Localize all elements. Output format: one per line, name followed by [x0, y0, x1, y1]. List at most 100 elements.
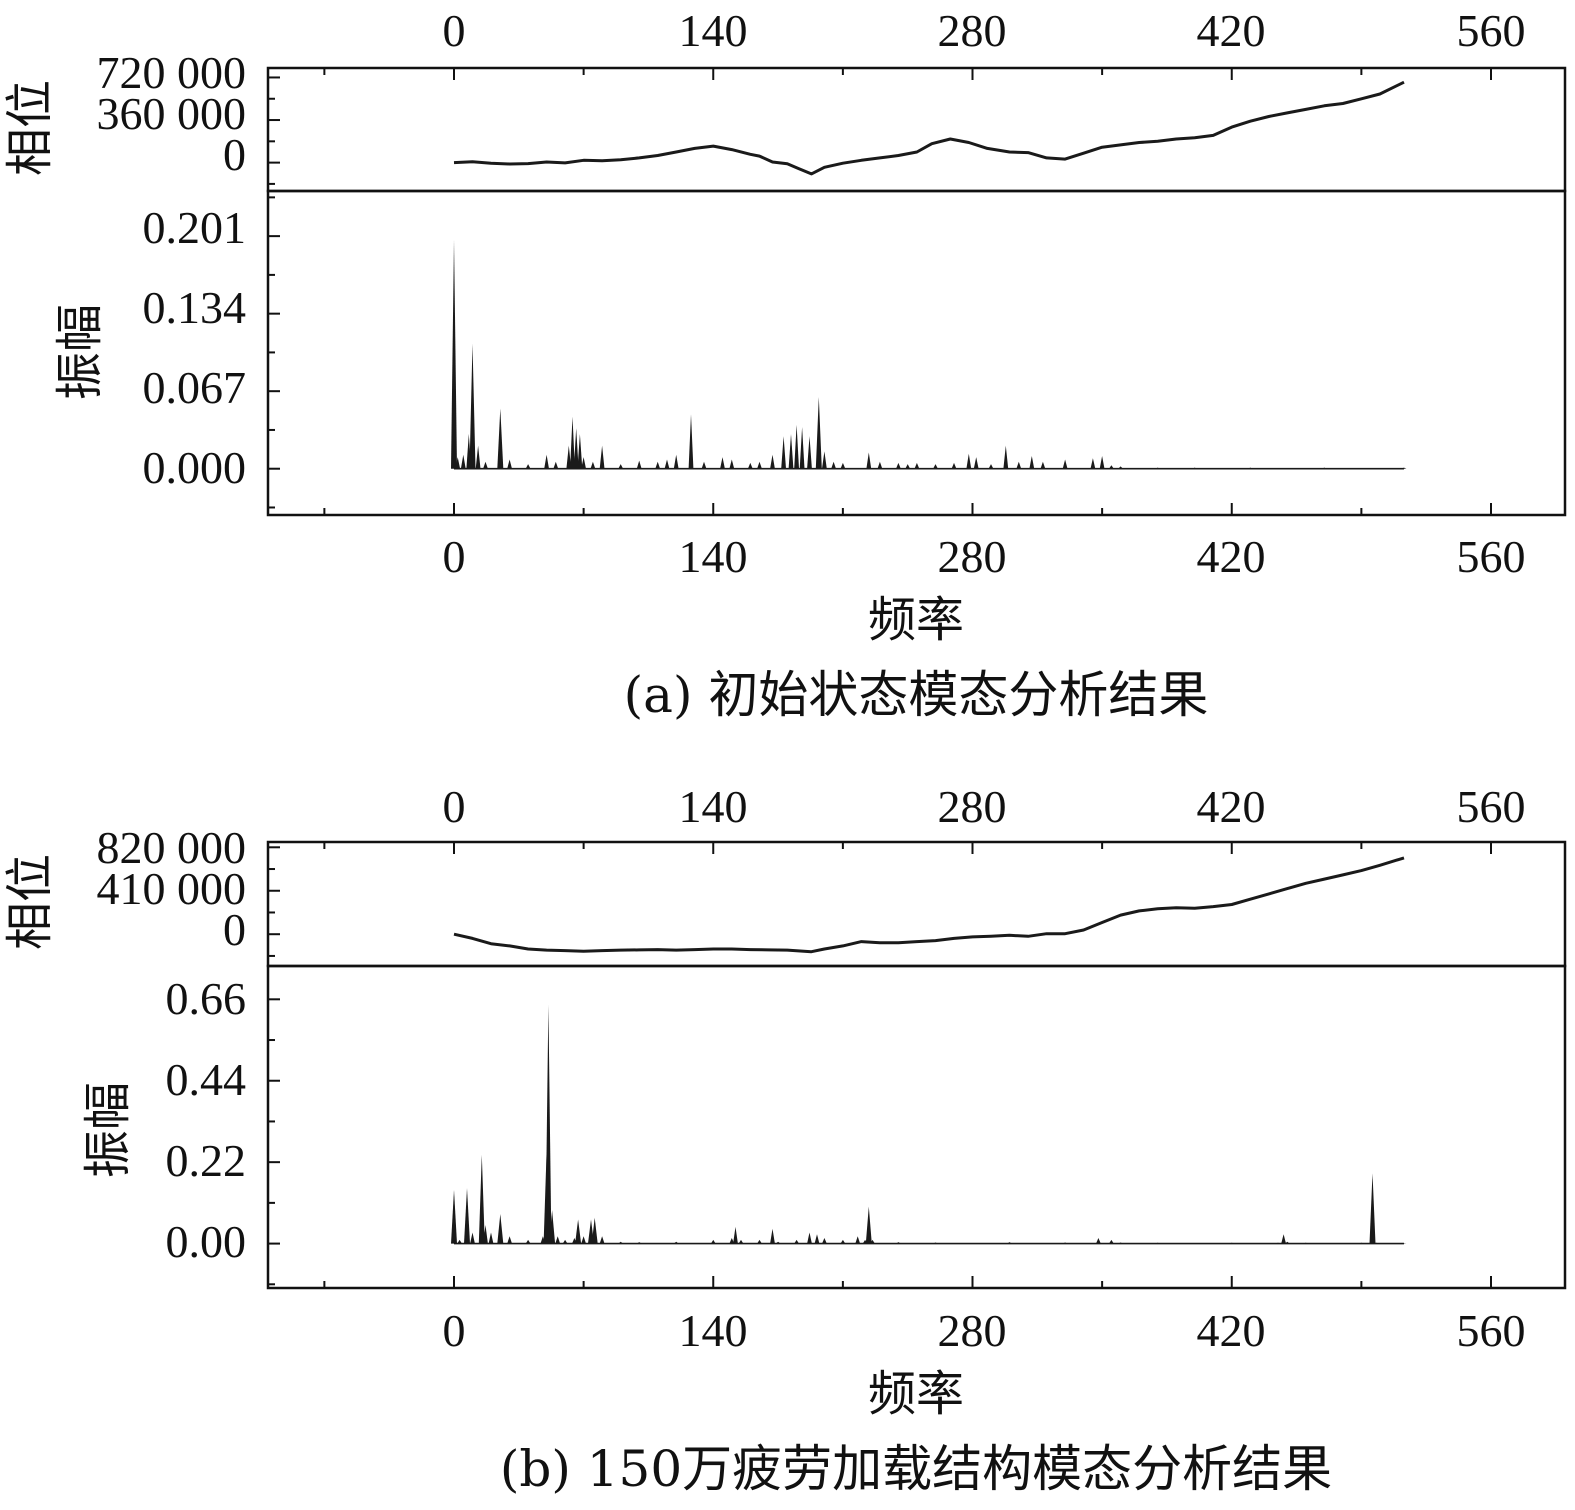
top-x-tick-label: 420: [1197, 781, 1266, 832]
amplitude-peak: [822, 1238, 827, 1244]
amplitude-peak: [1029, 456, 1035, 469]
amplitude-peak: [733, 1226, 738, 1244]
phase-plot-frame: [266, 66, 1567, 193]
amplitude-peak: [470, 1232, 475, 1244]
axis-ticks: [268, 842, 1492, 1288]
amplitude-peak: [1155, 467, 1161, 469]
bottom-x-tick-label: 280: [938, 1305, 1007, 1356]
top-x-tick-label: 280: [938, 5, 1007, 56]
amplitude-y-axis-title: 振幅: [52, 304, 108, 400]
phase-curve: [453, 80, 1405, 176]
amplitude-peak: [896, 1242, 901, 1244]
amplitude-peak: [966, 453, 972, 469]
bottom-x-tick-label: 560: [1457, 1305, 1526, 1356]
amplitude-peak: [831, 461, 836, 469]
amplitude-y-tick-label: 0.22: [166, 1135, 247, 1186]
x-axis-title: 频率: [868, 592, 964, 648]
top-x-tick-label: 280: [938, 781, 1007, 832]
phase-y-tick-label: 820 000: [97, 822, 247, 873]
amplitude-peak: [1373, 1242, 1379, 1244]
amplitude-peak: [549, 1210, 556, 1244]
amplitude-peak: [747, 462, 753, 469]
amplitude-peak: [460, 454, 466, 469]
bottom-x-tick-label: 420: [1197, 531, 1266, 582]
amplitude-peak: [807, 436, 812, 469]
amplitude-peak: [1040, 461, 1046, 469]
amplitude-peak: [636, 1242, 642, 1244]
amplitude-peak: [866, 452, 872, 469]
panel-caption: (a) 初始状态模态分析结果: [624, 666, 1209, 724]
amplitude-peak: [581, 1236, 586, 1244]
top-x-tick-label: 560: [1457, 781, 1526, 832]
amplitude-peak: [688, 414, 694, 469]
top-x-tick-label: 0: [443, 5, 466, 56]
amplitude-peak: [544, 454, 549, 469]
amplitude-peak: [807, 1232, 812, 1244]
amplitude-peak: [464, 1188, 470, 1244]
amplitude-peak: [525, 464, 531, 469]
amplitude-peak: [469, 343, 476, 469]
amplitude-peak: [636, 460, 642, 469]
phase-series: [453, 856, 1405, 954]
amplitude-peak: [822, 451, 827, 469]
amplitude-peak: [1229, 1242, 1235, 1244]
amplitude-peak: [814, 1234, 820, 1244]
amplitude-peak: [1062, 1242, 1068, 1244]
panel-caption: (b) 150万疲劳加载结构模态分析结果: [500, 1440, 1332, 1498]
phase-y-tick-label: 410 000: [97, 863, 247, 914]
amplitude-peak: [655, 461, 661, 469]
top-x-tick-label: 0: [443, 781, 466, 832]
amplitude-peak: [618, 464, 624, 469]
amplitude-peak: [1303, 1242, 1309, 1244]
amplitude-peak: [455, 457, 461, 469]
amplitude-peak: [775, 1241, 781, 1244]
top-x-tick-label: 420: [1197, 5, 1266, 56]
phase-plot-frame: [266, 840, 1567, 968]
amplitude-y-tick-label: 0.067: [143, 362, 247, 413]
amplitude-peak: [497, 408, 504, 469]
bottom-x-tick-label: 0: [443, 1305, 466, 1356]
amplitude-y-tick-label: 0.134: [143, 282, 247, 333]
panel-a: 0 140 280 420 560 720 000 360 000 0 相位 0…: [2, 5, 1567, 724]
top-x-tick-label: 140: [679, 781, 748, 832]
amplitude-peak: [581, 457, 586, 469]
bottom-x-tick-label: 280: [938, 531, 1007, 582]
amplitude-peak: [573, 428, 579, 469]
amplitude-peak: [599, 445, 605, 469]
amplitude-peak: [729, 459, 735, 469]
amplitude-peak: [562, 1239, 568, 1244]
amplitude-peak: [794, 424, 799, 469]
phase-y-tick-label: 0: [223, 129, 246, 180]
amplitude-peak: [933, 464, 938, 469]
amplitude-peak: [1099, 456, 1105, 469]
amplitude-peak: [1284, 1241, 1290, 1244]
amplitude-y-tick-label: 0.66: [166, 973, 247, 1024]
amplitude-peak: [840, 462, 846, 469]
amplitude-peak: [710, 1239, 716, 1244]
amplitude-peak: [483, 1225, 488, 1244]
phase-y-tick-label: 360 000: [97, 88, 247, 139]
amplitude-peak: [1275, 1242, 1281, 1244]
amplitude-peak: [757, 461, 762, 469]
amplitude-peak: [738, 1239, 744, 1244]
amplitude-peak: [781, 436, 786, 469]
amplitude-peak: [553, 461, 559, 469]
amplitude-peak: [575, 1219, 582, 1244]
amplitude-peak: [451, 239, 457, 469]
amplitude-series: [451, 1004, 1407, 1245]
amplitude-peak: [701, 461, 707, 469]
amplitude-peak: [757, 1239, 762, 1244]
amplitude-peak: [840, 1239, 846, 1244]
amplitude-y-tick-label: 0.00: [166, 1216, 247, 1267]
amplitude-peak: [1118, 466, 1123, 469]
amplitude-peak: [590, 461, 596, 469]
amplitude-peak: [815, 397, 822, 469]
amplitude-peak: [1155, 1242, 1161, 1244]
amplitude-peak: [933, 1242, 938, 1244]
amplitude-peak: [497, 1214, 504, 1244]
top-x-tick-label: 560: [1457, 5, 1526, 56]
phase-curve: [453, 856, 1405, 954]
bottom-x-tick-label: 560: [1457, 531, 1526, 582]
amplitude-peak: [1109, 1239, 1114, 1244]
